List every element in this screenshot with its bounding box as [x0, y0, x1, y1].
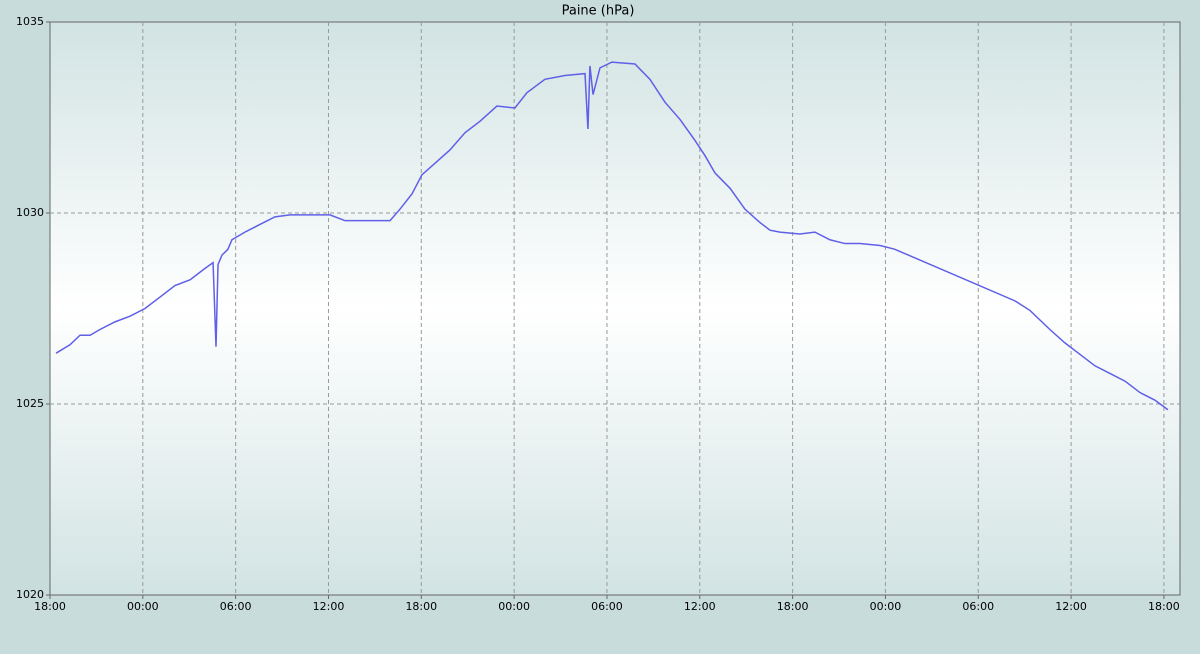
- y-tick-label: 1020: [16, 588, 44, 601]
- x-tick-label: 00:00: [498, 600, 530, 613]
- y-tick-label: 1030: [16, 206, 44, 219]
- data-line: [55, 61, 1169, 411]
- x-tick-label: 18:00: [405, 600, 437, 613]
- x-tick-label: 00:00: [127, 600, 159, 613]
- x-tick-label: 18:00: [34, 600, 66, 613]
- x-tick-label: 00:00: [870, 600, 902, 613]
- y-tick-label: 1035: [16, 15, 44, 28]
- plot-area: [49, 21, 1181, 596]
- x-tick-label: 18:00: [1148, 600, 1180, 613]
- x-tick-label: 06:00: [220, 600, 252, 613]
- y-tick-label: 1025: [16, 397, 44, 410]
- x-tick-label: 12:00: [1055, 600, 1087, 613]
- x-tick-label: 06:00: [962, 600, 994, 613]
- x-tick-label: 18:00: [777, 600, 809, 613]
- x-tick-label: 06:00: [591, 600, 623, 613]
- x-tick-label: 12:00: [313, 600, 345, 613]
- x-tick-label: 12:00: [684, 600, 716, 613]
- chart-title: Paine (hPa): [562, 4, 635, 19]
